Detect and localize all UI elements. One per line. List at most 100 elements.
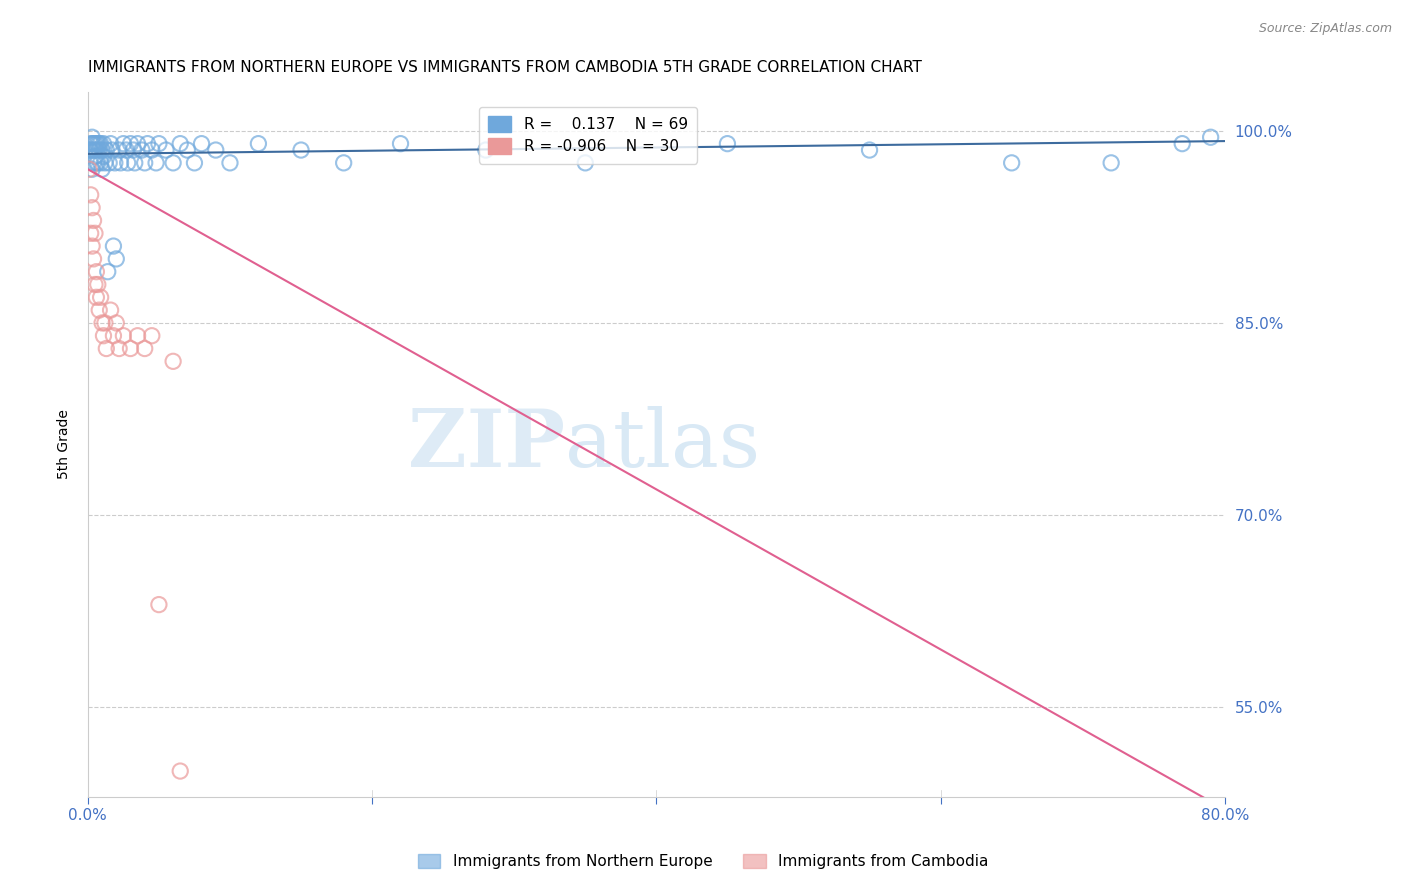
Point	[127, 328, 149, 343]
Point	[190, 136, 212, 151]
Point	[84, 277, 107, 292]
Point	[96, 143, 118, 157]
Point	[80, 227, 103, 241]
Point	[1171, 136, 1194, 151]
Point	[100, 136, 122, 151]
Point	[475, 143, 498, 157]
Point	[183, 156, 205, 170]
Point	[80, 187, 103, 202]
Point	[103, 328, 125, 343]
Point	[90, 290, 112, 304]
Point	[136, 136, 159, 151]
Point	[86, 290, 108, 304]
Point	[89, 136, 111, 151]
Point	[82, 136, 104, 151]
Point	[90, 156, 112, 170]
Point	[108, 143, 131, 157]
Point	[162, 156, 184, 170]
Point	[115, 143, 138, 157]
Point	[77, 162, 100, 177]
Point	[105, 316, 128, 330]
Point	[101, 143, 124, 157]
Point	[91, 143, 114, 157]
Point	[91, 316, 114, 330]
Point	[83, 252, 105, 266]
Point	[86, 143, 108, 157]
Legend: R =    0.137    N = 69, R = -0.906    N = 30: R = 0.137 N = 69, R = -0.906 N = 30	[479, 107, 697, 163]
Point	[83, 156, 105, 170]
Point	[1199, 130, 1222, 145]
Point	[97, 265, 120, 279]
Point	[162, 354, 184, 368]
Point	[84, 143, 107, 157]
Point	[89, 143, 111, 157]
Point	[204, 143, 226, 157]
Point	[141, 143, 163, 157]
Point	[120, 136, 142, 151]
Point	[148, 136, 170, 151]
Point	[122, 143, 145, 157]
Point	[103, 239, 125, 253]
Point	[290, 143, 312, 157]
Text: atlas: atlas	[565, 406, 761, 483]
Point	[77, 143, 100, 157]
Point	[83, 213, 105, 227]
Point	[82, 130, 104, 145]
Point	[93, 136, 115, 151]
Point	[86, 265, 108, 279]
Point	[93, 328, 115, 343]
Point	[574, 156, 596, 170]
Point	[104, 156, 127, 170]
Point	[1001, 156, 1024, 170]
Point	[110, 156, 132, 170]
Point	[105, 252, 128, 266]
Point	[134, 342, 156, 356]
Point	[84, 136, 107, 151]
Text: Source: ZipAtlas.com: Source: ZipAtlas.com	[1258, 22, 1392, 36]
Point	[86, 136, 108, 151]
Point	[112, 136, 135, 151]
Point	[120, 342, 142, 356]
Point	[169, 136, 191, 151]
Point	[155, 143, 177, 157]
Point	[82, 201, 104, 215]
Y-axis label: 5th Grade: 5th Grade	[58, 409, 72, 480]
Point	[124, 156, 146, 170]
Point	[80, 136, 103, 151]
Point	[94, 316, 117, 330]
Point	[94, 156, 117, 170]
Point	[89, 303, 111, 318]
Point	[219, 156, 242, 170]
Point	[1099, 156, 1122, 170]
Point	[131, 143, 153, 157]
Point	[82, 239, 104, 253]
Point	[134, 156, 156, 170]
Point	[112, 328, 135, 343]
Point	[169, 764, 191, 778]
Point	[127, 136, 149, 151]
Point	[108, 342, 131, 356]
Point	[148, 598, 170, 612]
Point	[176, 143, 198, 157]
Point	[87, 277, 110, 292]
Point	[91, 162, 114, 177]
Point	[90, 136, 112, 151]
Point	[80, 143, 103, 157]
Point	[858, 143, 880, 157]
Point	[247, 136, 270, 151]
Point	[389, 136, 412, 151]
Point	[716, 136, 738, 151]
Point	[82, 162, 104, 177]
Point	[100, 303, 122, 318]
Point	[98, 156, 121, 170]
Point	[93, 149, 115, 163]
Point	[87, 136, 110, 151]
Point	[84, 227, 107, 241]
Point	[141, 328, 163, 343]
Point	[87, 156, 110, 170]
Point	[332, 156, 354, 170]
Point	[84, 149, 107, 163]
Text: IMMIGRANTS FROM NORTHERN EUROPE VS IMMIGRANTS FROM CAMBODIA 5TH GRADE CORRELATIO: IMMIGRANTS FROM NORTHERN EUROPE VS IMMIG…	[87, 60, 922, 75]
Point	[83, 143, 105, 157]
Legend: Immigrants from Northern Europe, Immigrants from Cambodia: Immigrants from Northern Europe, Immigra…	[412, 848, 994, 875]
